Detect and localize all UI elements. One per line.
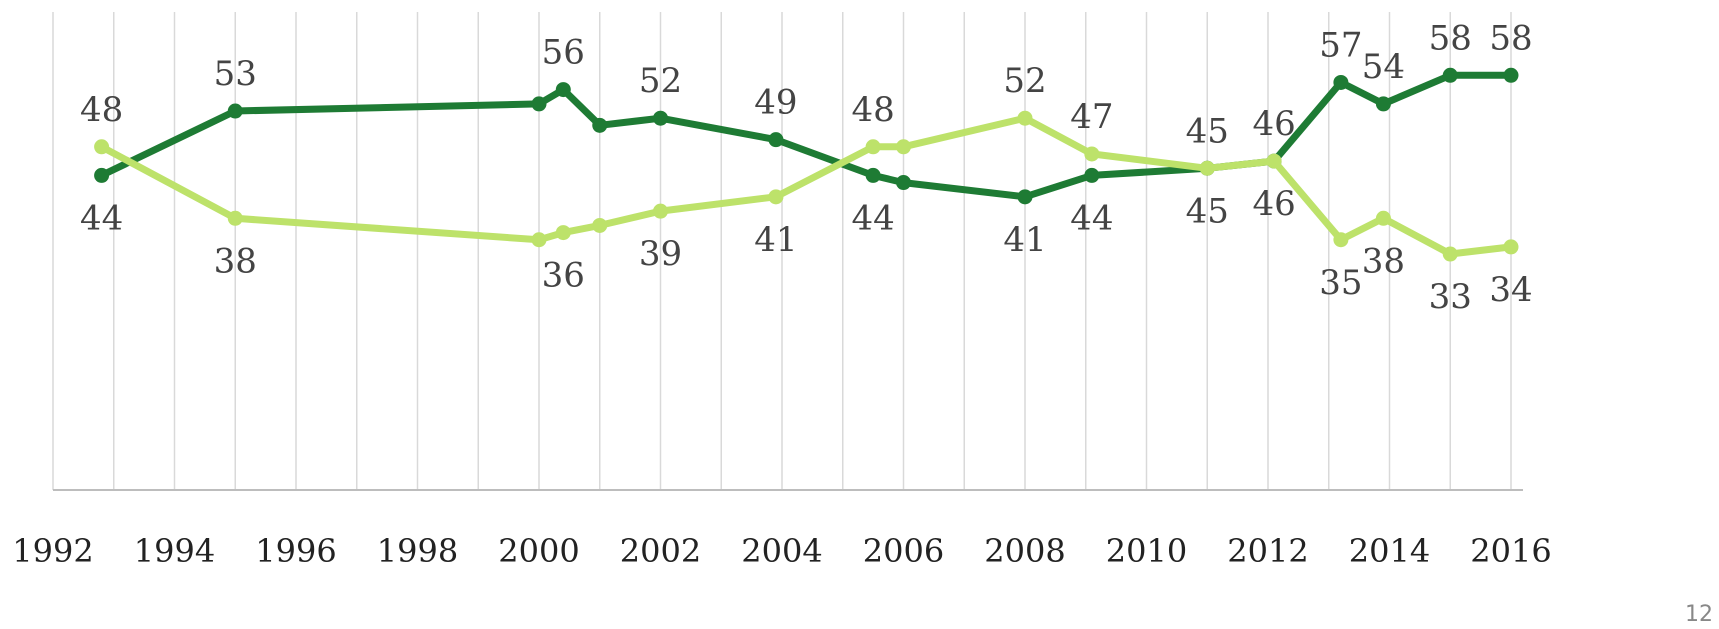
series-0-data-label-14: 54	[1362, 47, 1405, 87]
x-tick-label-1996: 1996	[255, 532, 336, 570]
x-tick-label-1998: 1998	[377, 532, 458, 570]
series-1-data-label-13: 35	[1319, 263, 1362, 303]
series-1-point-16	[1503, 239, 1519, 255]
series-1-point-1	[227, 210, 243, 226]
series-0-point-1	[227, 103, 243, 119]
series-0-data-label-15: 58	[1429, 18, 1472, 58]
x-tick-label-2010: 2010	[1106, 532, 1187, 570]
series-0-data-label-11: 45	[1186, 111, 1229, 151]
x-tick-label-2012: 2012	[1227, 532, 1308, 570]
series-1-data-label-16: 34	[1489, 270, 1532, 310]
series-layer	[94, 67, 1519, 262]
series-0-data-label-16: 58	[1489, 18, 1532, 58]
series-0-point-10	[1084, 167, 1100, 183]
series-1-point-15	[1442, 246, 1458, 262]
series-0-point-13	[1333, 74, 1349, 90]
series-1-point-3	[555, 225, 571, 241]
series-1-point-0	[94, 139, 110, 155]
series-1-data-label-10: 47	[1070, 97, 1113, 137]
series-1-point-4	[592, 217, 608, 233]
series-1-data-label-5: 39	[639, 234, 682, 274]
series-1-point-7	[865, 139, 881, 155]
series-0-point-14	[1375, 96, 1391, 112]
series-0-point-5	[653, 110, 668, 126]
series-1-data-label-11: 45	[1186, 191, 1229, 231]
series-1-data-label-12: 46	[1252, 184, 1295, 224]
series-0-data-label-6: 49	[754, 83, 797, 123]
x-tick-label-2014: 2014	[1349, 532, 1430, 570]
series-0-point-4	[592, 117, 608, 133]
series-0-point-9	[1017, 189, 1033, 205]
series-1-point-6	[768, 189, 784, 205]
series-0-point-8	[896, 175, 911, 191]
series-1	[94, 110, 1519, 262]
x-tick-label-2002: 2002	[620, 532, 701, 570]
series-1-data-label-3: 36	[542, 256, 585, 296]
series-0-point-0	[94, 167, 110, 183]
series-0-point-16	[1503, 67, 1519, 83]
series-1-data-label-6: 41	[754, 220, 797, 260]
x-tick-label-2016: 2016	[1470, 532, 1551, 570]
x-tick-label-2000: 2000	[498, 532, 579, 570]
series-0-data-label-7: 44	[851, 198, 894, 238]
series-1-data-label-1: 38	[214, 241, 257, 281]
series-0-data-label-12: 46	[1252, 104, 1295, 144]
series-1-line	[98, 114, 1515, 258]
series-1-data-label-14: 38	[1362, 241, 1405, 281]
series-1-point-10	[1084, 146, 1100, 162]
series-1-point-13	[1333, 232, 1349, 248]
series-1-point-12	[1266, 153, 1282, 169]
data-labels: 44 48 53 38 56 36 52 39 49 41 44 48 41 52 44 47 45 45 46 46…	[80, 18, 1533, 317]
series-1-point-14	[1375, 210, 1391, 226]
series-1-point-9	[1017, 110, 1033, 126]
series-0-data-label-3: 56	[542, 33, 585, 73]
series-0-point-3	[555, 82, 571, 98]
series-1-data-label-0: 48	[80, 90, 123, 130]
series-0-data-label-10: 44	[1070, 198, 1113, 238]
series-0-point-2	[531, 96, 547, 112]
x-tick-label-1992: 1992	[12, 532, 93, 570]
x-tick-label-2008: 2008	[984, 532, 1065, 570]
series-1-data-label-7: 48	[851, 90, 894, 130]
series-0-point-7	[865, 167, 881, 183]
series-0-data-label-9: 41	[1003, 220, 1046, 260]
series-0-data-label-13: 57	[1319, 25, 1362, 65]
x-tick-label-2006: 2006	[863, 532, 944, 570]
x-tick-label-2004: 2004	[741, 532, 822, 570]
x-tick-labels: 1992 1994 1996 1998 2000 2002 2004 2006 2008 2010…	[12, 532, 1551, 570]
series-1-point-2	[531, 232, 547, 248]
series-0-data-label-0: 44	[80, 198, 123, 238]
series-1-point-11	[1199, 160, 1215, 176]
series-1-point-5	[653, 203, 668, 219]
series-1-data-label-9: 52	[1003, 61, 1046, 101]
page-number: 12	[1685, 602, 1713, 627]
series-1-point-8	[896, 139, 911, 155]
series-0-point-15	[1442, 67, 1458, 83]
series-0-point-6	[768, 132, 784, 148]
series-0-data-label-5: 52	[639, 61, 682, 101]
series-1-data-label-15: 33	[1429, 277, 1472, 317]
series-0-data-label-1: 53	[214, 54, 257, 94]
x-tick-label-1994: 1994	[134, 532, 215, 570]
